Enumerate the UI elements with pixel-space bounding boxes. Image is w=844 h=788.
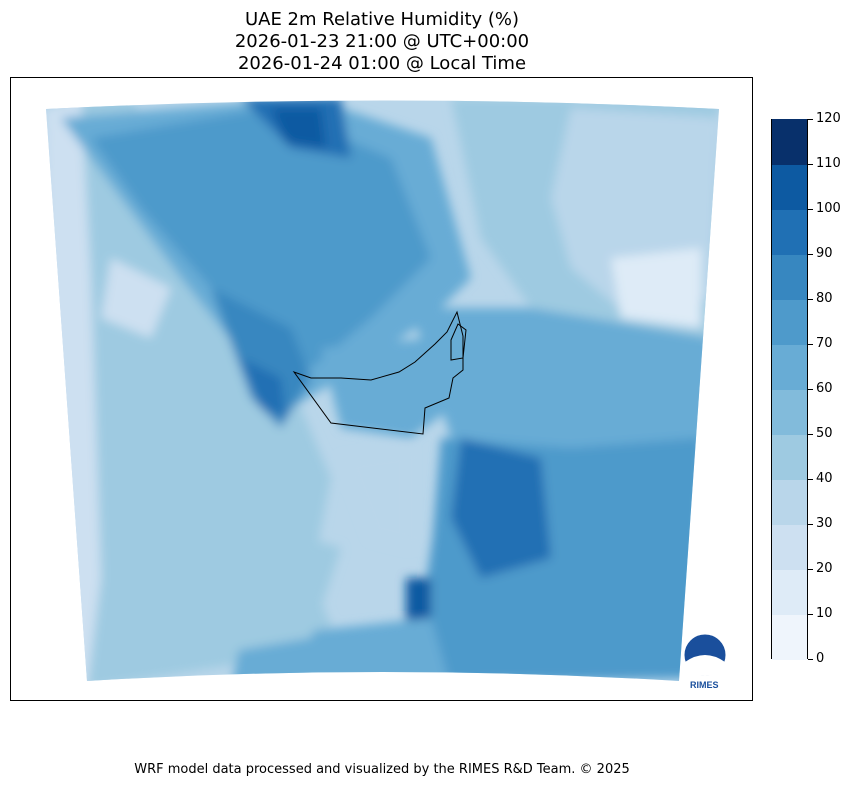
rimes-logo: RIMES xyxy=(681,631,729,690)
colorbar-tick xyxy=(808,388,813,390)
colorbar-tick xyxy=(808,163,813,165)
map-frame: RIMES xyxy=(10,77,753,701)
colorbar-tick xyxy=(808,523,813,525)
humidity-map: RIMES xyxy=(46,100,729,690)
chart-title: UAE 2m Relative Humidity (%) xyxy=(244,9,520,30)
colorbar-segment xyxy=(772,479,807,525)
colorbar-tick xyxy=(808,433,813,435)
svg-text:RIMES: RIMES xyxy=(690,680,719,690)
colorbar-segment xyxy=(772,254,807,300)
local-time: 2026-01-24 01:00 @ Local Time xyxy=(237,53,527,74)
footer-credit: WRF model data processed and visualized … xyxy=(134,762,630,777)
colorbar-segment xyxy=(772,569,807,615)
colorbar-tick-label: 110 xyxy=(816,156,841,171)
colorbar-segment xyxy=(772,344,807,390)
colorbar-tick-label: 120 xyxy=(816,111,841,126)
colorbar xyxy=(771,119,808,660)
colorbar-tick-label: 90 xyxy=(816,246,833,261)
colorbar-tick-label: 60 xyxy=(816,381,833,396)
colorbar-tick-label: 20 xyxy=(816,561,833,576)
colorbar-tick-label: 80 xyxy=(816,291,833,306)
colorbar-tick xyxy=(808,478,813,480)
colorbar-tick-label: 10 xyxy=(816,606,833,621)
colorbar-segment xyxy=(772,209,807,255)
colorbar-segment xyxy=(772,389,807,435)
colorbar-tick xyxy=(808,658,813,660)
colorbar-tick-label: 50 xyxy=(816,426,833,441)
colorbar-tick xyxy=(808,253,813,255)
colorbar-tick-label: 40 xyxy=(816,471,833,486)
colorbar-segment xyxy=(772,299,807,345)
colorbar-segment xyxy=(772,119,807,165)
colorbar-tick-label: 100 xyxy=(816,201,841,216)
colorbar-tick xyxy=(808,298,813,300)
colorbar-tick-label: 70 xyxy=(816,336,833,351)
colorbar-tick xyxy=(808,208,813,210)
colorbar-segment xyxy=(772,434,807,480)
colorbar-tick xyxy=(808,118,813,120)
colorbar-tick-label: 30 xyxy=(816,516,833,531)
uae-boundary xyxy=(292,310,467,435)
colorbar-segment xyxy=(772,524,807,570)
colorbar-segment xyxy=(772,164,807,210)
colorbar-segment xyxy=(772,614,807,660)
utc-time: 2026-01-23 21:00 @ UTC+00:00 xyxy=(234,31,530,52)
colorbar-tick xyxy=(808,343,813,345)
colorbar-tick xyxy=(808,568,813,570)
colorbar-tick xyxy=(808,613,813,615)
contour-fill xyxy=(46,100,719,681)
colorbar-tick-label: 0 xyxy=(816,651,825,666)
